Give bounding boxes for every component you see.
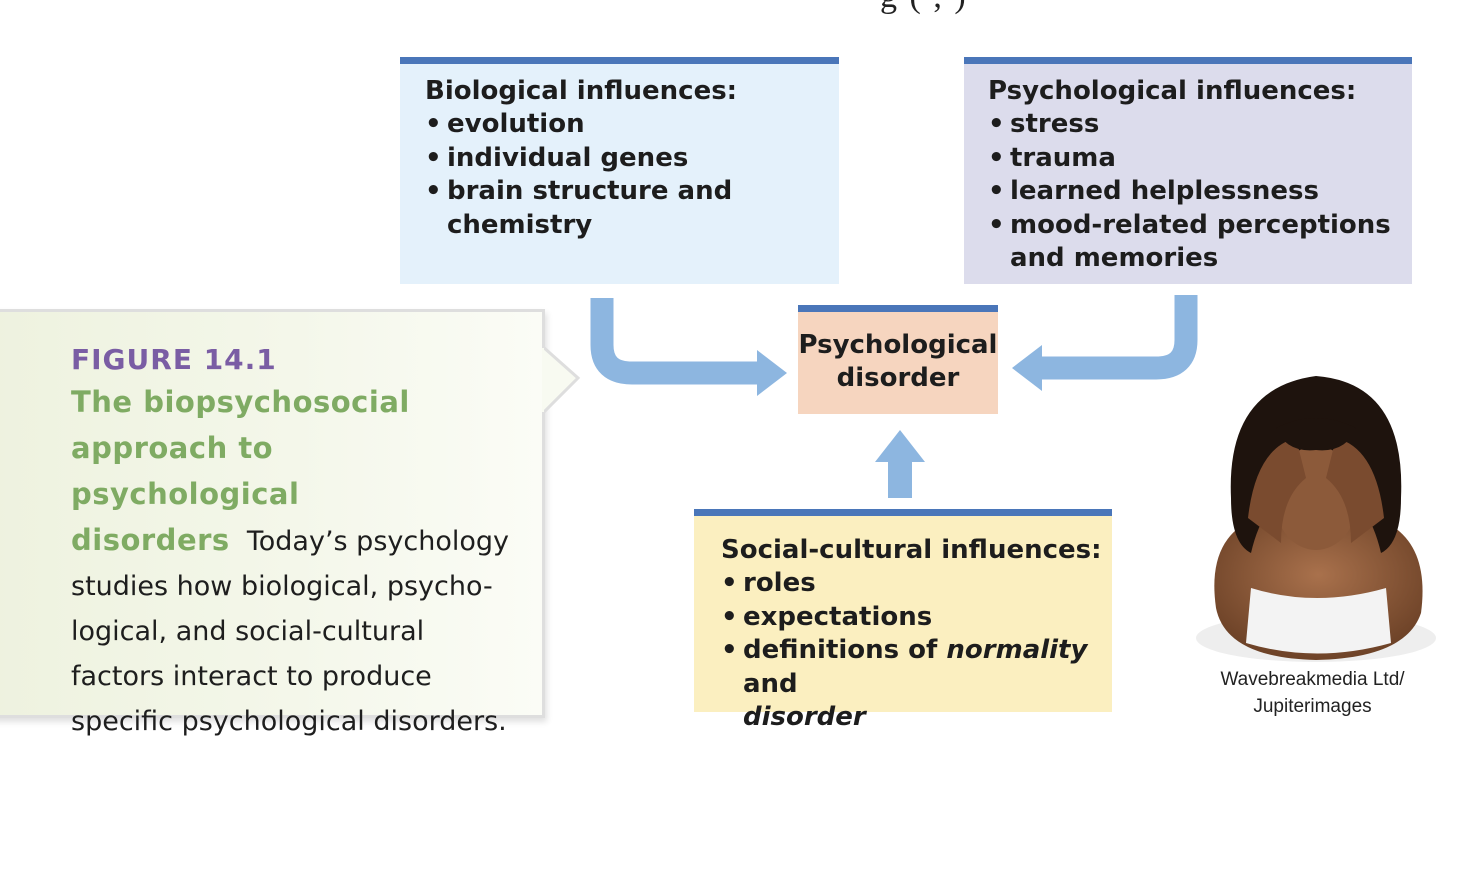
figure-caption: FIGURE 14.1 The biopsychosocial approach… [71,340,511,744]
arrow-social-to-disorder [888,458,912,498]
social-title: Social-cultural influences: [721,535,1102,565]
page-text-fragment: g ( , ) [880,0,968,16]
figure-title: The biopsychosocial approach to psycholo… [71,385,410,557]
psychological-disorder-box: Psychological disorder [798,305,998,414]
arrow-psychological-to-disorder [1040,295,1198,380]
box-top-bar [798,305,998,312]
arrow-head-up [875,430,925,462]
biological-influences-box: Biological influences: evolution individ… [400,57,839,284]
biological-title: Biological influences: [425,76,738,106]
list-item: evolution [425,108,839,142]
box-top-bar [400,57,839,64]
social-list: roles expectations definitions of normal… [721,567,1112,735]
photo-credit: Wavebreakmedia Ltd/ Jupiterimages [1190,666,1435,720]
psychological-list: stress trauma learned helplessness mood-… [988,108,1412,276]
list-item: stress [988,108,1412,142]
list-item: roles [721,567,1112,601]
definitions-text: definitions of [743,635,947,665]
normality-text: normality [946,635,1088,665]
list-item: mood-related perceptions and memories [988,209,1400,276]
stressed-woman-photo [1196,376,1436,662]
disorder-text: disorder [743,702,866,732]
list-item: individual genes [425,142,839,176]
arrow-head-right [757,350,787,396]
callout-pointer [542,343,581,417]
photo-credit-line-1: Wavebreakmedia Ltd/ [1220,669,1405,690]
box-top-bar [964,57,1412,64]
list-item: trauma [988,142,1412,176]
figure-text: The biopsychosocial approach to psycholo… [71,380,511,744]
figure-label: FIGURE 14.1 [71,343,277,376]
biological-list: evolution individual genes brain structu… [425,108,839,242]
list-item: brain structure and chemistry [425,175,839,242]
list-item: expectations [721,601,1112,635]
center-line-2: disorder [836,363,960,393]
figure-caption-callout: FIGURE 14.1 The biopsychosocial approach… [0,309,581,737]
social-cultural-influences-box: Social-cultural influences: roles expect… [694,509,1112,732]
arrow-biological-to-disorder [590,298,760,385]
box-top-bar [694,509,1112,516]
psychological-title: Psychological influences: [988,76,1357,106]
arrow-head-left [1012,345,1042,391]
psychological-influences-box: Psychological influences: stress trauma … [964,57,1412,284]
center-line-1: Psychological [798,330,998,360]
figure-body: Today’s psychology studies how biologica… [71,526,509,737]
list-item: learned helplessness [988,175,1412,209]
and-text: and [743,668,798,699]
photo-credit-line-2: Jupiterimages [1253,696,1372,717]
